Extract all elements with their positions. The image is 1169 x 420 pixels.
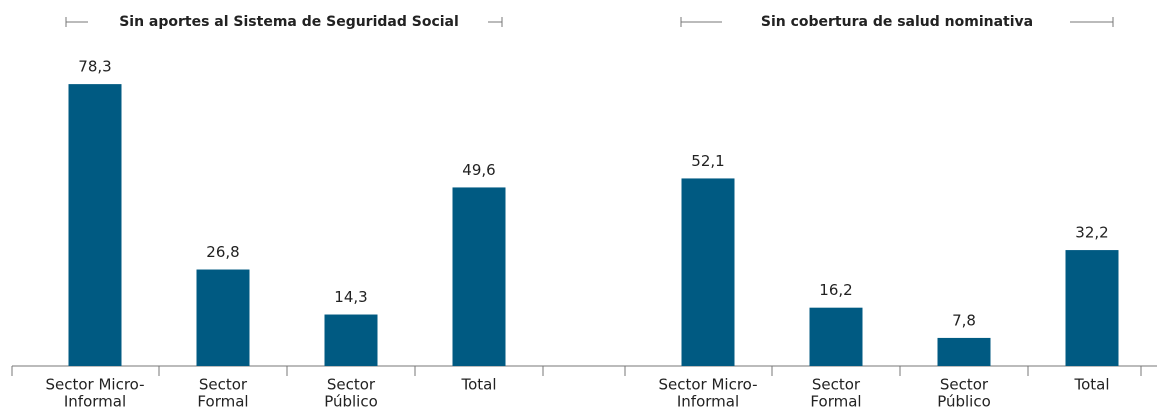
bar bbox=[937, 337, 991, 366]
x-tick-label: Sector bbox=[327, 376, 376, 394]
bar bbox=[681, 178, 735, 366]
x-tick-label: Total bbox=[1073, 376, 1109, 394]
bar bbox=[324, 314, 378, 366]
x-tick-label: Público bbox=[324, 393, 378, 411]
x-tick-label: Formal bbox=[197, 393, 248, 411]
x-tick-label: Sector bbox=[940, 376, 989, 394]
x-tick-label: Sector Micro- bbox=[45, 376, 144, 394]
value-label: 7,8 bbox=[952, 311, 976, 329]
bar bbox=[1065, 250, 1119, 366]
x-tick-label: Informal bbox=[64, 393, 126, 411]
value-label: 49,6 bbox=[462, 161, 495, 179]
value-label: 16,2 bbox=[819, 281, 852, 299]
title-bracket-right bbox=[680, 17, 1114, 27]
chart-title: Sin cobertura de salud nominativa bbox=[761, 14, 1033, 30]
chart-title: Sin aportes al Sistema de Seguridad Soci… bbox=[119, 14, 459, 30]
bar bbox=[68, 84, 122, 367]
title-bracket-left bbox=[65, 17, 503, 27]
x-tick-label: Formal bbox=[810, 393, 861, 411]
x-tick-label: Sector bbox=[812, 376, 861, 394]
bar bbox=[452, 187, 506, 366]
value-label: 52,1 bbox=[691, 152, 724, 170]
value-label: 26,8 bbox=[206, 243, 239, 261]
x-tick-label: Total bbox=[460, 376, 496, 394]
value-label: 32,2 bbox=[1075, 224, 1108, 242]
x-tick-label: Informal bbox=[677, 393, 739, 411]
x-tick-label: Público bbox=[937, 393, 991, 411]
x-tick-label: Sector bbox=[199, 376, 248, 394]
value-label: 78,3 bbox=[78, 58, 111, 76]
x-tick-label: Sector Micro- bbox=[658, 376, 757, 394]
value-label: 14,3 bbox=[334, 288, 367, 306]
bar bbox=[809, 307, 863, 366]
bar bbox=[196, 269, 250, 366]
